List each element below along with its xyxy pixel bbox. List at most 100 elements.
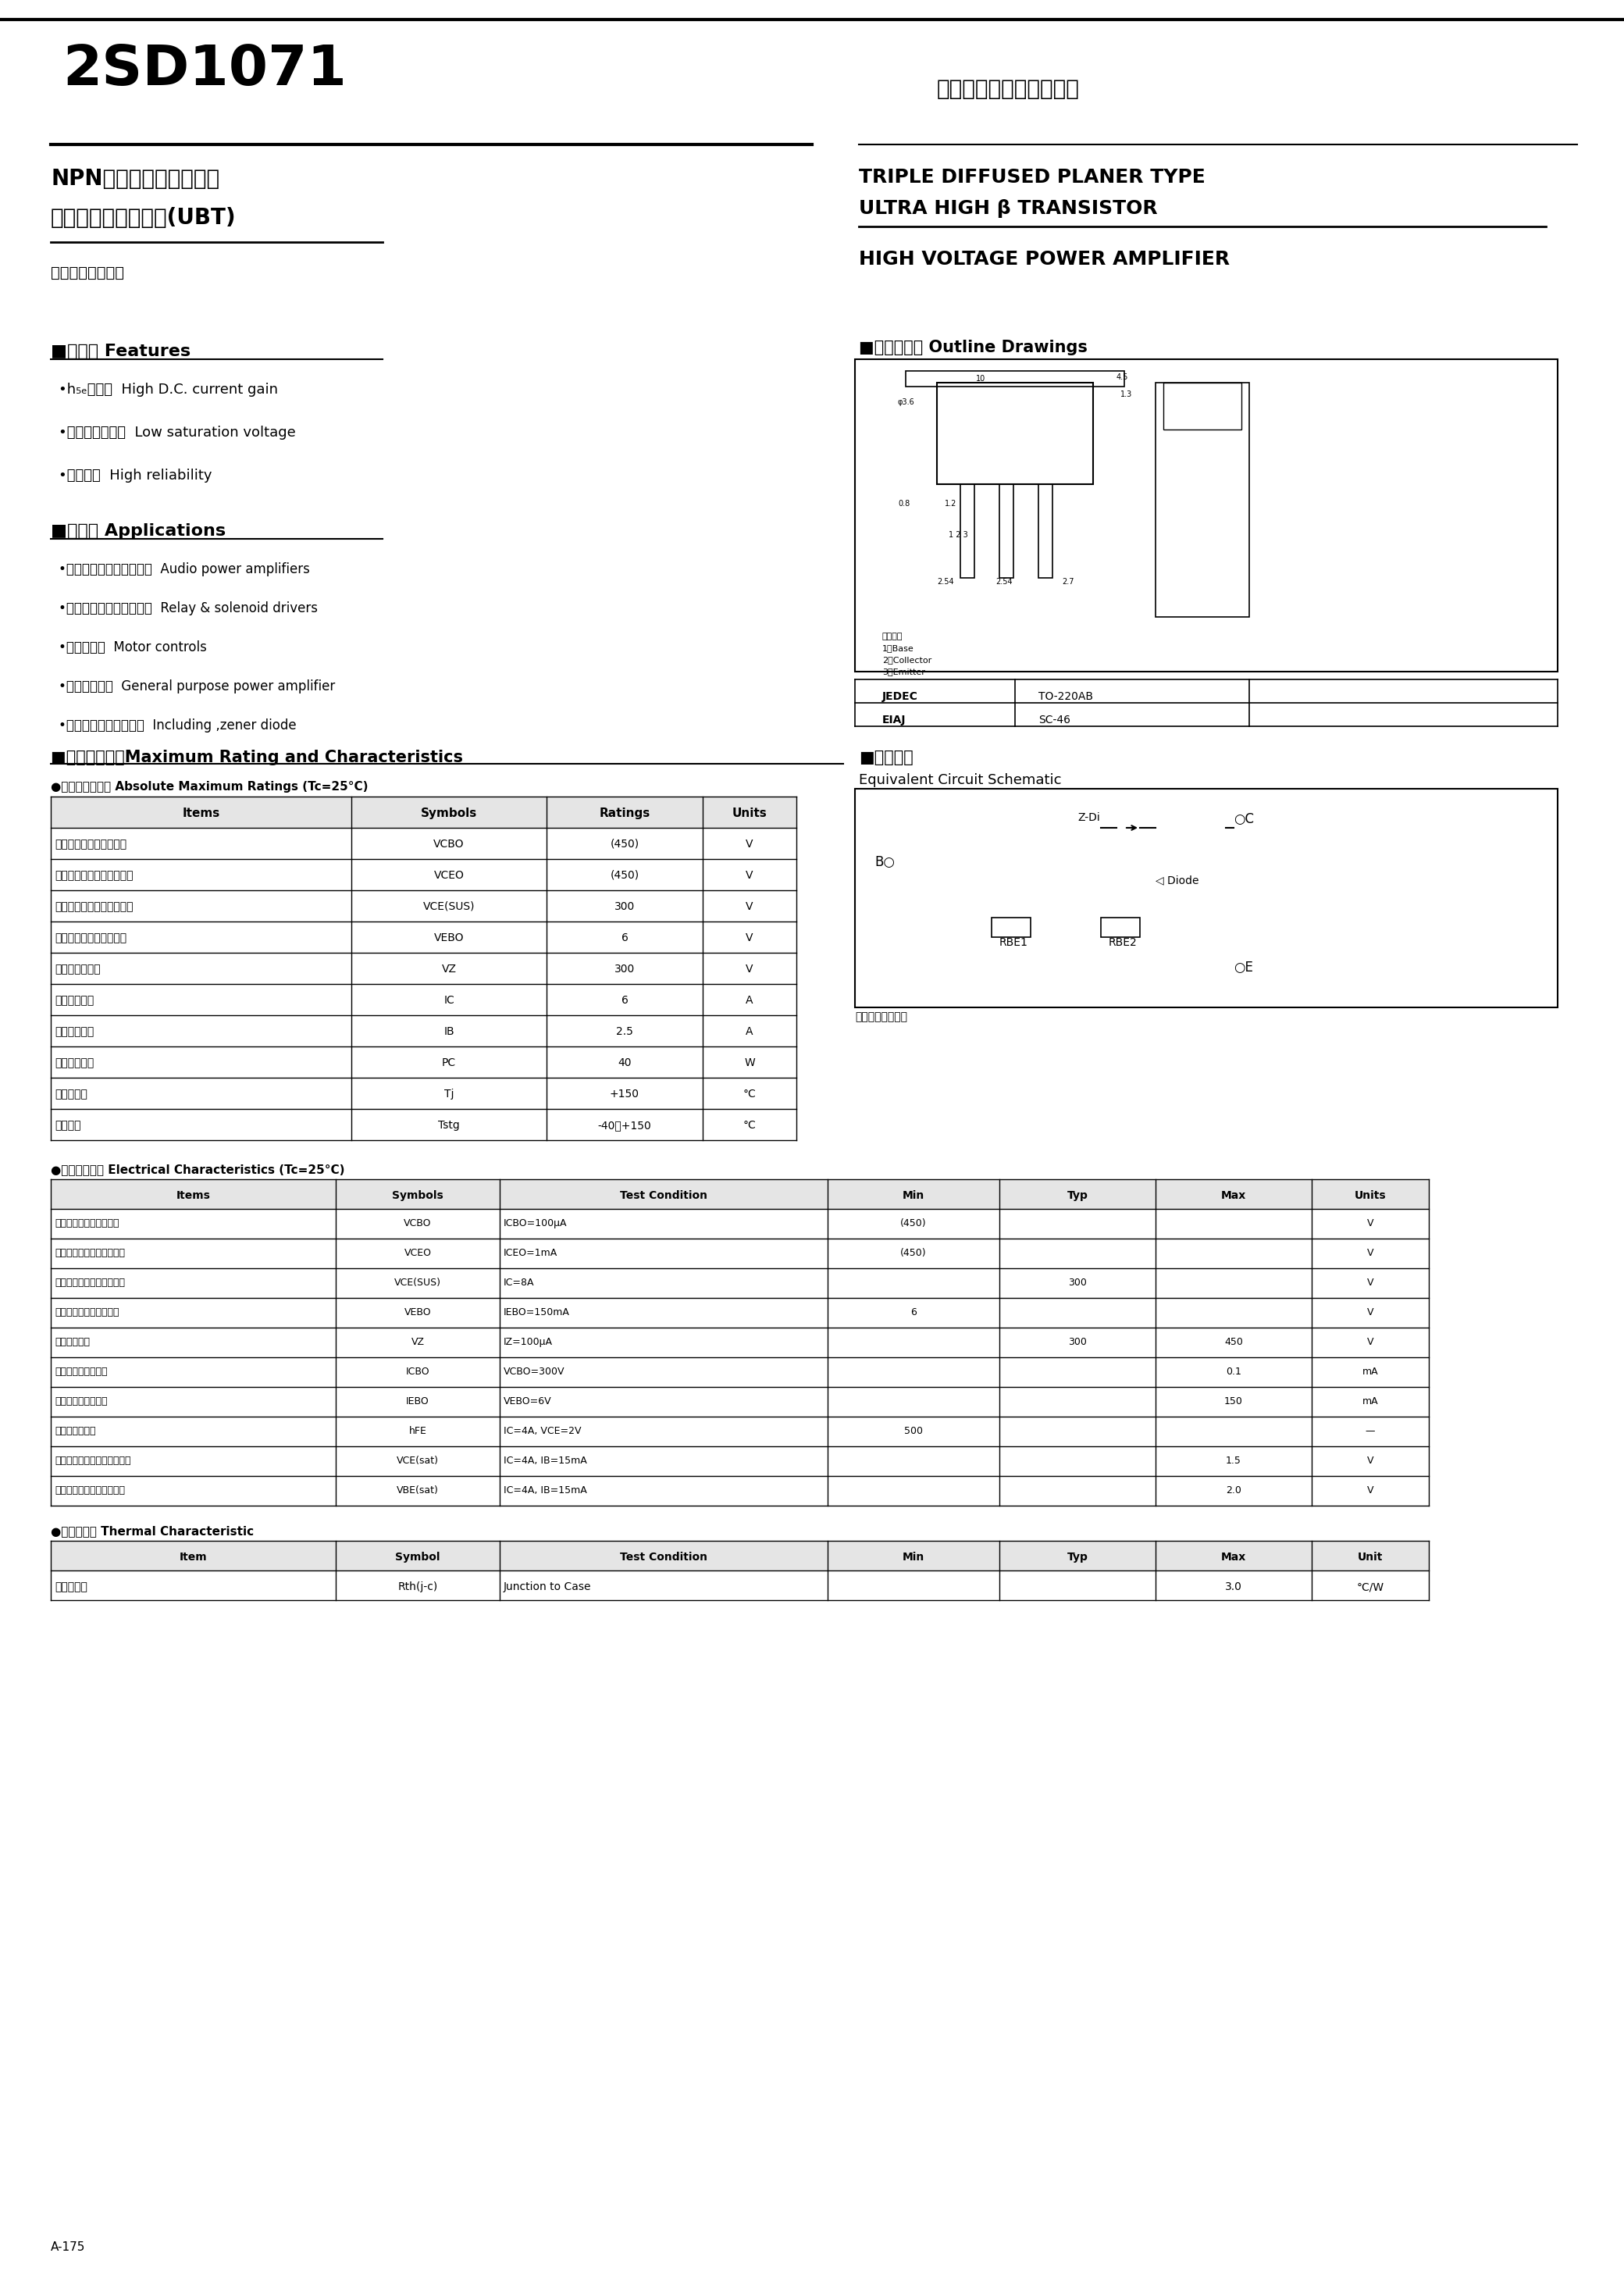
Text: IC=4A, IB=15mA: IC=4A, IB=15mA bbox=[503, 1456, 586, 1465]
Text: Tj: Tj bbox=[443, 1089, 453, 1100]
Text: 2.54: 2.54 bbox=[996, 579, 1012, 585]
Text: コレクタ損失: コレクタ損失 bbox=[55, 1057, 94, 1068]
Text: 1 2 3: 1 2 3 bbox=[948, 531, 968, 540]
Text: φ3.6: φ3.6 bbox=[898, 399, 914, 405]
Text: Min: Min bbox=[903, 1551, 924, 1563]
Text: VEBO=6V: VEBO=6V bbox=[503, 1396, 552, 1406]
Text: ■等価回路: ■等価回路 bbox=[859, 749, 913, 765]
Text: V: V bbox=[1367, 1456, 1374, 1465]
Text: VZ: VZ bbox=[442, 964, 456, 975]
Text: (450): (450) bbox=[900, 1248, 927, 1257]
Text: °C: °C bbox=[744, 1121, 757, 1130]
Text: ■特長： Features: ■特長： Features bbox=[50, 344, 190, 360]
Text: コレクタ・ベース間電圧: コレクタ・ベース間電圧 bbox=[55, 838, 127, 850]
Text: V: V bbox=[745, 870, 754, 882]
Text: ICBO=100μA: ICBO=100μA bbox=[503, 1219, 567, 1228]
Text: NPN三重拡散プレーナ形: NPN三重拡散プレーナ形 bbox=[50, 169, 219, 189]
Text: Z-Di: Z-Di bbox=[1077, 813, 1099, 822]
Text: Max: Max bbox=[1221, 1189, 1246, 1201]
Bar bbox=[50, 1180, 1429, 1210]
Text: VCEO: VCEO bbox=[434, 870, 464, 882]
Text: ICEO=1mA: ICEO=1mA bbox=[503, 1248, 557, 1257]
Text: (450): (450) bbox=[611, 870, 640, 882]
Text: コレクタ・ベース間電圧: コレクタ・ベース間電圧 bbox=[55, 1219, 119, 1228]
Text: ウルトラハイベータ(UBT): ウルトラハイベータ(UBT) bbox=[50, 207, 235, 228]
Text: TRIPLE DIFFUSED PLANER TYPE: TRIPLE DIFFUSED PLANER TYPE bbox=[859, 169, 1205, 187]
Text: 1.3: 1.3 bbox=[1121, 390, 1132, 399]
Text: ULTRA HIGH β TRANSISTOR: ULTRA HIGH β TRANSISTOR bbox=[859, 198, 1158, 219]
Text: V: V bbox=[745, 932, 754, 943]
Text: Item: Item bbox=[179, 1551, 208, 1563]
Text: コレクタ電流: コレクタ電流 bbox=[55, 995, 94, 1007]
Text: 3：Emitter: 3：Emitter bbox=[882, 667, 926, 677]
Text: VCE(SUS): VCE(SUS) bbox=[422, 902, 474, 911]
Text: IC=8A: IC=8A bbox=[503, 1278, 534, 1287]
Text: EIAJ: EIAJ bbox=[882, 715, 906, 724]
Text: 2SD1071: 2SD1071 bbox=[62, 43, 346, 98]
Text: 3.0: 3.0 bbox=[1224, 1581, 1242, 1592]
Text: Tstg: Tstg bbox=[438, 1121, 460, 1130]
Text: (450): (450) bbox=[900, 1219, 927, 1228]
Text: エミッタしゃ断電流: エミッタしゃ断電流 bbox=[55, 1396, 107, 1406]
Text: IC=4A, IB=15mA: IC=4A, IB=15mA bbox=[503, 1485, 586, 1494]
Text: Max: Max bbox=[1221, 1551, 1246, 1563]
Bar bbox=[50, 1540, 1429, 1570]
Text: •モータ制御  Motor controls: •モータ制御 Motor controls bbox=[58, 640, 206, 654]
Text: ○C: ○C bbox=[1234, 813, 1254, 827]
Text: 4.5: 4.5 bbox=[1117, 374, 1129, 380]
Text: •オーディオパワーアンプ  Audio power amplifiers: •オーディオパワーアンプ Audio power amplifiers bbox=[58, 563, 310, 576]
Text: V: V bbox=[1367, 1308, 1374, 1317]
Text: V: V bbox=[1367, 1485, 1374, 1494]
Text: HIGH VOLTAGE POWER AMPLIFIER: HIGH VOLTAGE POWER AMPLIFIER bbox=[859, 251, 1229, 269]
Text: エミッタ・ベース間電圧: エミッタ・ベース間電圧 bbox=[55, 932, 127, 943]
Text: 40: 40 bbox=[617, 1057, 632, 1068]
Text: ツェナー電圧: ツェナー電圧 bbox=[55, 1337, 89, 1346]
Bar bbox=[906, 371, 1124, 387]
Text: •一般電力増幅  General purpose power amplifier: •一般電力増幅 General purpose power amplifier bbox=[58, 679, 335, 693]
Text: Symbol: Symbol bbox=[395, 1551, 440, 1563]
Text: Rth(j-c): Rth(j-c) bbox=[398, 1581, 438, 1592]
Bar bbox=[1156, 383, 1249, 617]
Text: 2.54: 2.54 bbox=[937, 579, 953, 585]
Text: •定電圧ダイオード内蔵  Including ,zener diode: •定電圧ダイオード内蔵 Including ,zener diode bbox=[58, 718, 297, 734]
Text: 接合部温度: 接合部温度 bbox=[55, 1089, 88, 1100]
Text: -40～+150: -40～+150 bbox=[598, 1121, 651, 1130]
Text: コレクタ・エミッタ間電圧: コレクタ・エミッタ間電圧 bbox=[55, 1248, 125, 1257]
Text: 2.7: 2.7 bbox=[1062, 579, 1073, 585]
Text: ○E: ○E bbox=[1234, 961, 1254, 975]
Text: W: W bbox=[744, 1057, 755, 1068]
Text: •h₅ₑが高い  High D.C. current gain: •h₅ₑが高い High D.C. current gain bbox=[58, 383, 278, 396]
Text: 富士パワートランジスタ: 富士パワートランジスタ bbox=[937, 77, 1080, 100]
Text: VCEO: VCEO bbox=[404, 1248, 432, 1257]
Bar bbox=[960, 485, 974, 579]
Text: VZ: VZ bbox=[411, 1337, 424, 1346]
Text: 1.2: 1.2 bbox=[945, 499, 957, 508]
Text: A: A bbox=[745, 995, 754, 1007]
Text: ●熱的特性： Thermal Characteristic: ●熱的特性： Thermal Characteristic bbox=[50, 1526, 253, 1538]
Text: 熱　抵　抗: 熱 抵 抗 bbox=[55, 1581, 88, 1592]
Text: °C: °C bbox=[744, 1089, 757, 1100]
Text: mA: mA bbox=[1363, 1367, 1379, 1376]
Text: +150: +150 bbox=[609, 1089, 640, 1100]
Text: コレクタ・エミッタ間電圧: コレクタ・エミッタ間電圧 bbox=[55, 902, 133, 911]
Text: ■外形寨法： Outline Drawings: ■外形寨法： Outline Drawings bbox=[859, 339, 1088, 355]
Text: VCBO=300V: VCBO=300V bbox=[503, 1367, 565, 1376]
Text: Test Condition: Test Condition bbox=[620, 1189, 708, 1201]
Text: 1：Base: 1：Base bbox=[882, 645, 914, 652]
Bar bbox=[999, 485, 1013, 579]
Bar bbox=[1038, 485, 1052, 579]
Text: RBE2: RBE2 bbox=[1109, 936, 1137, 948]
Text: 0.8: 0.8 bbox=[898, 499, 909, 508]
Text: 保存温度: 保存温度 bbox=[55, 1121, 81, 1130]
Text: VEBO: VEBO bbox=[404, 1308, 432, 1317]
Text: hFE: hFE bbox=[409, 1426, 427, 1435]
Text: PC: PC bbox=[442, 1057, 456, 1068]
Text: Min: Min bbox=[903, 1189, 924, 1201]
Text: ベース・エミッタ飽和電圧: ベース・エミッタ飽和電圧 bbox=[55, 1485, 125, 1494]
Text: コレクタしゃ断電流: コレクタしゃ断電流 bbox=[55, 1367, 107, 1376]
Text: °C/W: °C/W bbox=[1356, 1581, 1384, 1592]
Text: Test Condition: Test Condition bbox=[620, 1551, 708, 1563]
Text: 450: 450 bbox=[1224, 1337, 1242, 1346]
Text: V: V bbox=[1367, 1219, 1374, 1228]
Text: コレクタ・エミッタ間電圧: コレクタ・エミッタ間電圧 bbox=[55, 1278, 125, 1287]
